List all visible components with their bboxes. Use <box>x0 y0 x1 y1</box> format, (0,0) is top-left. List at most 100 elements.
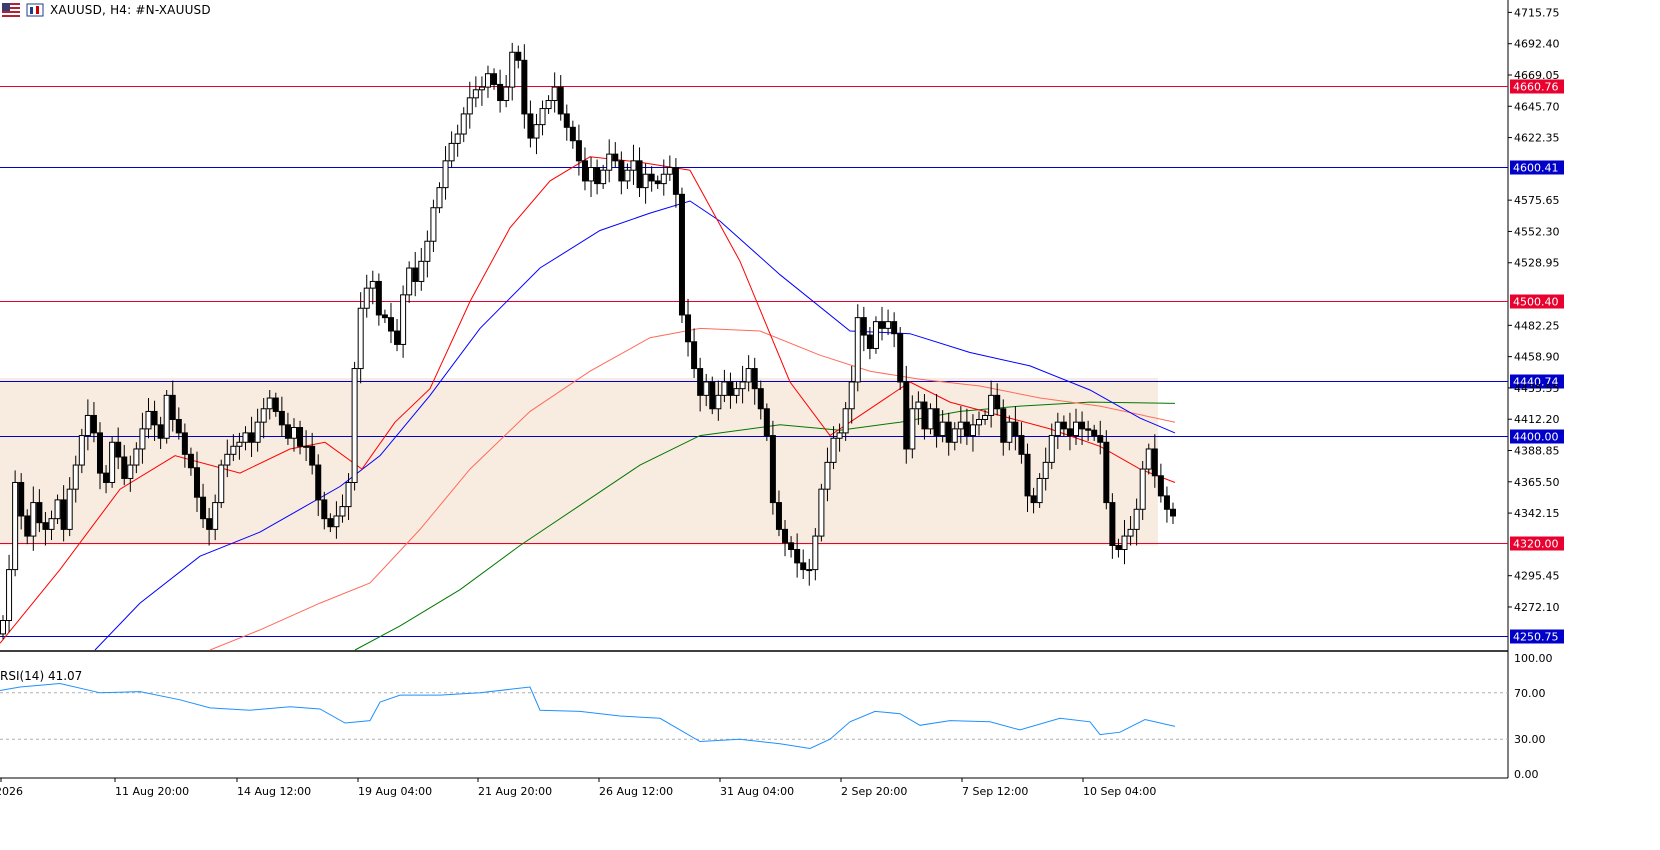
candle-bull <box>54 499 61 520</box>
candle-bear <box>727 381 734 396</box>
candle-bull <box>988 394 995 416</box>
candle-bear <box>1097 435 1104 443</box>
price-axis-label: 4645.70 <box>1514 100 1560 113</box>
candle-bear <box>157 424 164 439</box>
candle-bear <box>557 86 564 115</box>
candle-bear <box>672 167 679 195</box>
price-axis-label: 4692.40 <box>1514 38 1560 51</box>
candle-bull <box>109 441 116 483</box>
candle-bull <box>806 569 813 572</box>
candle-bull <box>242 432 249 443</box>
candle-bull <box>976 418 983 426</box>
time-axis-label: 21 Aug 20:00 <box>478 785 552 798</box>
candle-bear <box>272 397 279 412</box>
candle-bear <box>636 160 643 189</box>
candle-bear <box>945 421 952 443</box>
candle-bull <box>909 408 916 450</box>
candle-bull <box>357 307 364 370</box>
price-axis-label: 4272.10 <box>1514 601 1560 614</box>
candle-bear <box>394 330 401 345</box>
candle-bear <box>678 193 685 316</box>
price-axis-label: 4575.65 <box>1514 194 1560 207</box>
candle-bear <box>788 542 795 550</box>
candle-bear <box>581 160 588 182</box>
price-axis-label: 4295.45 <box>1514 570 1560 583</box>
candle-bull <box>939 421 946 437</box>
candle-bear <box>879 321 886 329</box>
candle-bear <box>618 160 625 182</box>
candle-bull <box>218 464 225 504</box>
candle-bear <box>321 499 328 520</box>
candle-bull <box>406 267 413 296</box>
price-axis-label: 4482.25 <box>1514 319 1560 332</box>
candle-bear <box>375 280 382 316</box>
candle-bull <box>666 167 673 175</box>
candle-bear <box>575 140 582 162</box>
candle-bull <box>509 51 516 88</box>
candle-bull <box>430 207 437 242</box>
price-axis-label: 4365.50 <box>1514 476 1560 489</box>
candle-bear <box>933 408 940 437</box>
candle-bear <box>860 317 867 336</box>
candle-bear <box>96 432 103 474</box>
candle-bull <box>442 160 449 189</box>
candle-bull <box>418 260 425 282</box>
candle-bear <box>757 388 764 410</box>
candle-bear <box>1170 508 1176 517</box>
candle-bull <box>551 86 558 102</box>
candle-bear <box>497 83 504 102</box>
candle-bear <box>327 518 334 528</box>
candle-bull <box>72 464 79 490</box>
level-tag-text-0: 4660.76 <box>1513 81 1559 94</box>
candle-bull <box>424 240 431 262</box>
symbol-title: XAUUSD, H4: #N-XAUUSD <box>50 3 211 17</box>
symbol-flag-icon <box>2 3 20 17</box>
candle-bear <box>1109 502 1116 546</box>
chart-type-icon[interactable] <box>26 3 44 17</box>
candle-bear <box>897 333 904 383</box>
candle-bull <box>345 481 352 508</box>
ma-mid-line <box>94 200 1176 651</box>
candle-bull <box>484 73 491 88</box>
candle-bear <box>1030 495 1037 504</box>
ma-fast-line <box>0 156 1176 644</box>
candle-bear <box>175 418 182 434</box>
candle-bear <box>994 394 1001 410</box>
level-tag-1 <box>1510 160 1564 175</box>
candle-bear <box>782 528 789 544</box>
candle-bull <box>400 294 407 345</box>
candle-bear <box>648 173 655 182</box>
price-axis-label: 4435.55 <box>1514 382 1560 395</box>
ma-long-line <box>354 401 1176 651</box>
rsi-axis-label: 30.00 <box>1514 733 1546 746</box>
candle-bull <box>448 142 455 162</box>
candle-bull <box>48 518 55 530</box>
candle-bull <box>84 414 91 437</box>
candle-bull <box>733 388 740 396</box>
candle-bear <box>963 421 970 437</box>
candle-bear <box>1163 495 1170 510</box>
candle-bull <box>454 133 461 144</box>
level-tag-6 <box>1510 629 1564 644</box>
candle-bear <box>297 427 304 447</box>
candle-bear <box>412 267 419 282</box>
candle-bear <box>115 441 122 458</box>
candle-bear <box>18 481 25 517</box>
candle-bull <box>503 86 510 102</box>
candle-bull <box>254 421 261 443</box>
rsi-axis-label: 70.00 <box>1514 687 1546 700</box>
candle-bull <box>1048 435 1055 463</box>
level-tag-4 <box>1510 429 1564 444</box>
candle-bear <box>309 445 316 466</box>
candle-bear <box>491 73 498 85</box>
candle-bear <box>563 113 570 128</box>
time-axis-label: 26 Aug 12:00 <box>599 785 673 798</box>
candle-bear <box>200 496 207 520</box>
candle-bull <box>290 427 297 439</box>
candle-bear <box>1115 544 1122 550</box>
candle-bull <box>915 401 922 410</box>
price-axis-label: 4412.20 <box>1514 413 1560 426</box>
candle-bull <box>745 368 752 383</box>
